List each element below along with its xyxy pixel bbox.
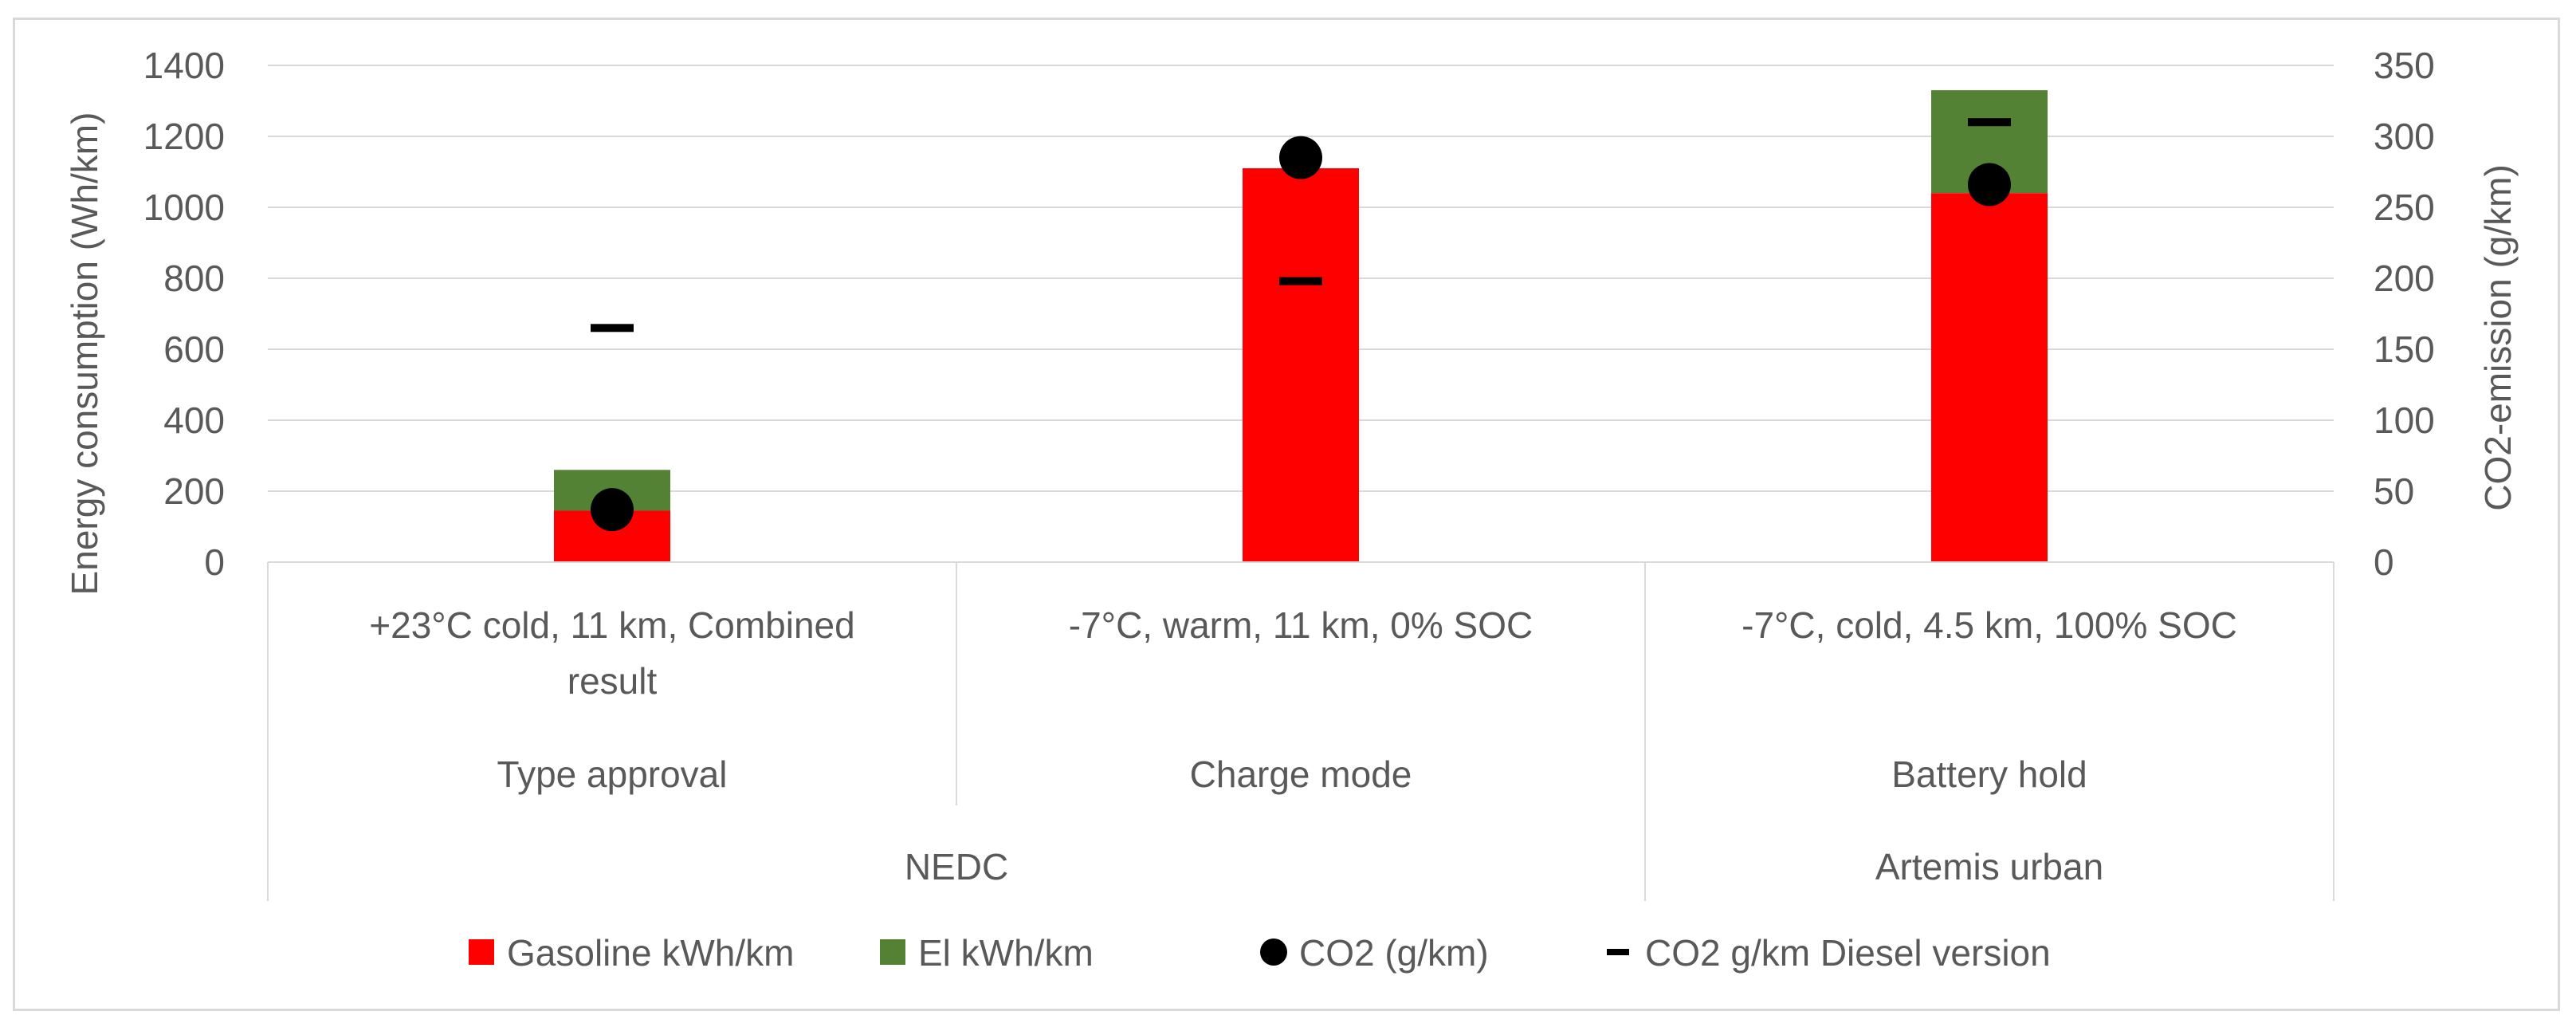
mode-label: Charge mode — [1190, 754, 1412, 795]
y-tick-label: 0 — [204, 541, 225, 583]
y-tick-label: 200 — [163, 470, 225, 512]
mode-label: Type approval — [497, 754, 728, 795]
legend-swatch-3 — [1607, 949, 1629, 955]
co2-marker-2 — [1968, 163, 2011, 207]
y2-tick-label: 300 — [2374, 116, 2435, 157]
co2-diesel-marker-2 — [1968, 118, 2011, 127]
y-axis-title: Energy consumption (Wh/km) — [64, 112, 105, 596]
group-label: NEDC — [905, 846, 1008, 887]
y-tick-label: 1000 — [143, 187, 225, 228]
legend-swatch-2 — [1260, 938, 1287, 966]
legend-swatch-1 — [880, 939, 905, 965]
y2-tick-label: 350 — [2374, 45, 2435, 86]
y-tick-label: 1200 — [143, 116, 225, 157]
y2-tick-label: 200 — [2374, 258, 2435, 299]
y-tick-label: 600 — [163, 329, 225, 370]
bar-gasoline-1 — [1243, 168, 1359, 563]
category-label: result — [567, 660, 658, 702]
y-tick-label: 1400 — [143, 45, 225, 86]
co2-diesel-marker-1 — [1279, 277, 1322, 285]
co2-diesel-marker-0 — [591, 324, 634, 332]
y2-tick-label: 150 — [2374, 329, 2435, 370]
legend-label-2: CO2 (g/km) — [1299, 932, 1489, 974]
y-tick-label: 400 — [163, 399, 225, 441]
group-label: Artemis urban — [1875, 846, 2103, 887]
y2-axis-title: CO2-emission (g/km) — [2477, 164, 2519, 511]
category-label: +23°C cold, 11 km, Combined — [369, 604, 854, 646]
y-tick-label: 800 — [163, 258, 225, 299]
y2-tick-label: 0 — [2374, 541, 2394, 583]
y2-tick-label: 50 — [2374, 470, 2414, 512]
y2-tick-label: 100 — [2374, 399, 2435, 441]
bar-gasoline-2 — [1931, 193, 2048, 562]
y2-tick-label: 250 — [2374, 187, 2435, 228]
co2-marker-1 — [1279, 136, 1322, 179]
legend-swatch-0 — [469, 939, 494, 965]
category-label: -7°C, warm, 11 km, 0% SOC — [1069, 604, 1533, 646]
co2-marker-0 — [591, 488, 634, 532]
legend-label-0: Gasoline kWh/km — [507, 932, 794, 974]
mode-label: Battery hold — [1891, 754, 2087, 795]
legend-label-1: El kWh/km — [918, 932, 1094, 974]
legend-label-3: CO2 g/km Diesel version — [1645, 932, 2051, 974]
category-label: -7°C, cold, 4.5 km, 100% SOC — [1742, 604, 2237, 646]
